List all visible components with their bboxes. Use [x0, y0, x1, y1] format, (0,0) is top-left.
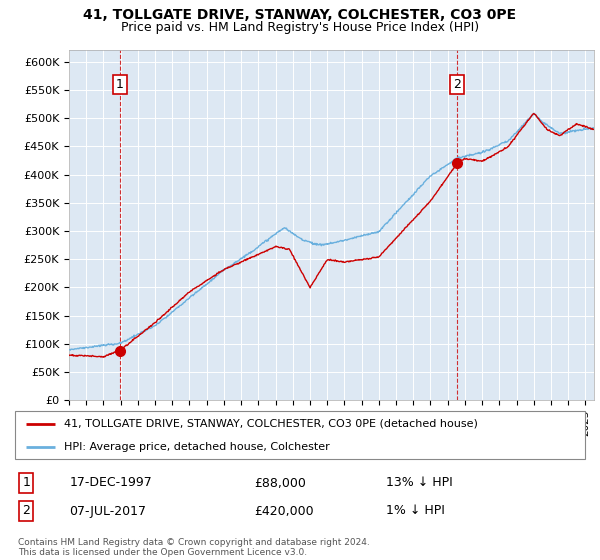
Text: 2: 2 — [453, 78, 461, 91]
Text: 41, TOLLGATE DRIVE, STANWAY, COLCHESTER, CO3 0PE (detached house): 41, TOLLGATE DRIVE, STANWAY, COLCHESTER,… — [64, 419, 478, 429]
Text: 1% ↓ HPI: 1% ↓ HPI — [386, 505, 445, 517]
Text: 13% ↓ HPI: 13% ↓ HPI — [386, 477, 453, 489]
Text: Price paid vs. HM Land Registry's House Price Index (HPI): Price paid vs. HM Land Registry's House … — [121, 21, 479, 34]
Text: 2: 2 — [22, 505, 31, 517]
FancyBboxPatch shape — [15, 412, 585, 459]
Text: Contains HM Land Registry data © Crown copyright and database right 2024.
This d: Contains HM Land Registry data © Crown c… — [18, 538, 370, 557]
Text: 07-JUL-2017: 07-JUL-2017 — [70, 505, 146, 517]
Text: £420,000: £420,000 — [254, 505, 314, 517]
Text: 1: 1 — [116, 78, 124, 91]
Text: HPI: Average price, detached house, Colchester: HPI: Average price, detached house, Colc… — [64, 442, 329, 452]
Text: 1: 1 — [22, 477, 31, 489]
Text: 41, TOLLGATE DRIVE, STANWAY, COLCHESTER, CO3 0PE: 41, TOLLGATE DRIVE, STANWAY, COLCHESTER,… — [83, 8, 517, 22]
Text: 17-DEC-1997: 17-DEC-1997 — [70, 477, 152, 489]
Text: £88,000: £88,000 — [254, 477, 306, 489]
